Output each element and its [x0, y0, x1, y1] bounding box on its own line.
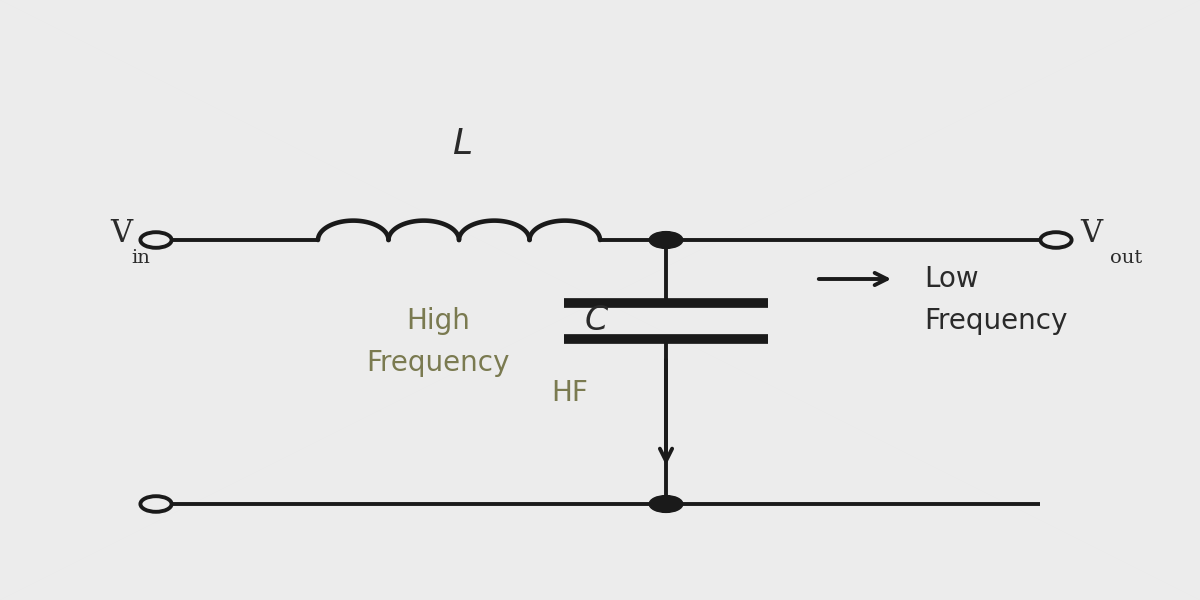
- Polygon shape: [0, 0, 1200, 300]
- Polygon shape: [600, 0, 1200, 600]
- Circle shape: [649, 232, 683, 248]
- Text: V: V: [1080, 218, 1102, 250]
- Text: V: V: [110, 218, 132, 250]
- Text: Low: Low: [924, 265, 979, 293]
- Circle shape: [649, 496, 683, 512]
- Polygon shape: [0, 0, 600, 600]
- Polygon shape: [0, 300, 1200, 600]
- Text: High: High: [406, 307, 470, 335]
- Text: Frequency: Frequency: [366, 349, 510, 377]
- Text: $C$: $C$: [584, 305, 610, 337]
- Text: $L$: $L$: [452, 127, 472, 161]
- Text: Frequency: Frequency: [924, 307, 1067, 335]
- Text: in: in: [131, 249, 150, 267]
- Text: HF: HF: [552, 379, 588, 407]
- Text: out: out: [1110, 249, 1142, 267]
